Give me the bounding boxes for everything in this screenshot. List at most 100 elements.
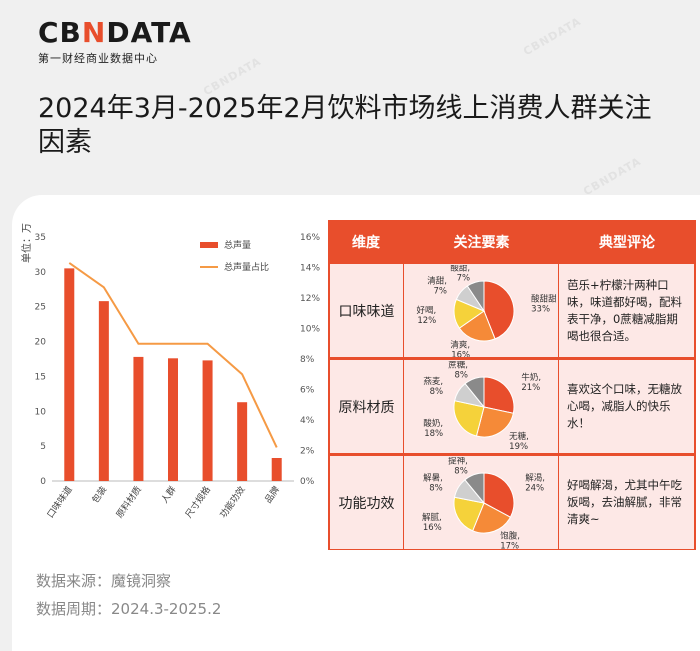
share-line (68, 262, 278, 448)
legend-label: 总声量占比 (224, 261, 269, 273)
pie-slice (453, 399, 485, 437)
y-tick-right: 12% (300, 294, 320, 304)
pie-slice (483, 279, 515, 340)
page-title: 2024年3月-2025年2月饮料市场线上消费人群关注因素 (38, 93, 652, 158)
bar (98, 301, 109, 481)
pie-value-label: 24% (525, 483, 544, 493)
pie-label: 提神, (448, 457, 468, 466)
pie-slice (466, 279, 485, 313)
pie-value-label: 16% (423, 522, 442, 532)
pie-label: 解渴, (525, 472, 545, 483)
pie-label: 蔗糖, (448, 361, 468, 370)
pie-label: 解暑, (423, 472, 443, 483)
pie-label: 清甜, (427, 275, 447, 286)
x-tick-label: 尺寸规格 (183, 484, 213, 520)
x-tick-label: 包装 (89, 484, 109, 506)
factor-pie: 解渴, 24% 饱腹, 17% 解腻, 16% 解暑, 8% 提神, 8% (404, 456, 558, 549)
y-tick-right: 6% (300, 386, 315, 396)
pie-value-label: 21% (521, 382, 540, 392)
y-tick-right: 4% (300, 416, 315, 426)
pie-label: 饱腹, (500, 530, 520, 541)
y-tick-left: 10 (35, 407, 47, 417)
bar (237, 402, 248, 481)
pie-label: 酸甜甜, (531, 293, 556, 304)
combo-chart: 单位：万 0 5 10 15 20 25 30 35 0% 2% 4% 6% 8% 10% 12% 14% 16%… (20, 223, 320, 520)
pie-slice (472, 501, 512, 533)
watermark: CBNDATA (521, 14, 584, 59)
bar (133, 356, 144, 481)
factor-table: 维度 关注要素 典型评论 口味味道 酸甜甜,33%清爽,16%好喝,12%清甜,… (328, 220, 696, 550)
pie-value-label: 19% (509, 442, 528, 452)
x-tick-label: 品牌 (262, 484, 282, 506)
pie-value-label: 8% (455, 370, 469, 380)
row-comment: 好喝解渴，尤其中午吃饭喝，去油解腻，非常清爽~ (559, 456, 694, 549)
data-period: 数据周期：2024.3-2025.2 (36, 600, 222, 618)
y-tick-left: 5 (40, 442, 46, 452)
factor-pie: 酸甜甜,33%清爽,16%好喝,12%清甜,7%酸甜,7% (404, 264, 558, 357)
row-dimension: 口味味道 (330, 264, 403, 357)
factor-pie: 牛奶, 21% 无糖, 19% 酸奶, 18% 燕麦, 8% 蔗糖, 8% (404, 360, 558, 453)
bar (168, 358, 178, 481)
pie-label: 燕麦, (423, 376, 443, 387)
y-axis-label: 单位：万 (20, 223, 33, 263)
pie-label: 牛奶, (521, 371, 541, 382)
y-tick-left: 20 (35, 338, 47, 348)
pie-slice (458, 309, 496, 341)
pie-value-label: 33% (531, 304, 550, 314)
pie-value-label: 17% (500, 541, 519, 548)
pie-slice (453, 496, 485, 531)
table-row: 功能功效 解渴, 24% 饱腹, 17% 解腻, 16% 解暑, 8% 提神, 8% 好喝解渴，尤… (329, 455, 695, 550)
x-tick-label: 口味味道 (44, 484, 74, 520)
pie-label: 清爽, (450, 339, 470, 350)
pie-value-label: 12% (417, 316, 436, 326)
x-tick-label: 功能功效 (217, 484, 247, 520)
row-comment: 芭乐+柠檬汁两种口味，味道都好喝，配料表干净，0蔗糖减脂期喝也很合适。 (559, 264, 694, 357)
y-tick-left: 15 (35, 372, 46, 382)
y-tick-left: 0 (40, 477, 46, 487)
pie-label: 解腻, (422, 511, 442, 522)
row-dimension: 原料材质 (330, 360, 403, 453)
y-tick-right: 2% (300, 447, 315, 457)
legend-swatch (200, 242, 218, 248)
pie-value-label: 18% (424, 428, 443, 438)
bar (202, 360, 213, 481)
pie-value-label: 7% (457, 273, 471, 283)
row-comment: 喜欢这个口味，无糖放心喝，减脂人的快乐水！ (559, 360, 694, 453)
pie-slice (464, 471, 485, 504)
y-tick-left: 30 (35, 268, 47, 278)
bar (64, 268, 75, 481)
pie-label: 酸奶, (423, 417, 443, 428)
table-row: 口味味道 酸甜甜,33%清爽,16%好喝,12%清甜,7%酸甜,7% 芭乐+柠檬… (329, 263, 695, 358)
y-tick-right: 10% (300, 325, 320, 335)
y-tick-right: 0% (300, 477, 315, 487)
y-tick-left: 35 (35, 233, 46, 243)
pie-slice (483, 471, 515, 518)
pie-label: 酸甜, (450, 265, 470, 274)
pie-slice (475, 405, 514, 437)
table-header-factors: 关注要素 (453, 235, 510, 251)
table-row: 原料材质 牛奶, 21% 无糖, 19% 酸奶, 18% 燕麦, 8% 蔗糖, 8% 喜欢这个口味… (329, 359, 695, 454)
pie-value-label: 8% (429, 483, 443, 493)
pie-value-label: 16% (451, 350, 470, 357)
pie-slice (483, 375, 515, 414)
data-source: 数据来源：魔镜洞察 (36, 572, 172, 590)
row-dimension: 功能功效 (330, 456, 403, 549)
y-tick-right: 14% (300, 264, 320, 274)
watermark: CBNDATA (581, 154, 644, 199)
brand-logo: CBNDATA 第一财经商业数据中心 (38, 18, 192, 66)
x-tick-label: 原料材质 (113, 484, 143, 520)
legend-label: 总声量 (224, 239, 251, 251)
x-tick-label: 人群 (158, 484, 178, 506)
table-header-comments: 典型评论 (599, 235, 655, 251)
pie-value-label: 7% (434, 286, 448, 296)
y-tick-right: 16% (300, 233, 320, 243)
pie-label: 无糖, (509, 431, 529, 442)
pie-value-label: 8% (430, 387, 444, 397)
y-tick-left: 25 (35, 303, 46, 313)
y-tick-right: 8% (300, 355, 315, 365)
logo-subtitle: 第一财经商业数据中心 (38, 52, 158, 65)
pie-label: 好喝, (417, 305, 437, 316)
pie-value-label: 8% (454, 466, 468, 476)
bar (271, 457, 282, 481)
pie-slice (464, 375, 485, 408)
